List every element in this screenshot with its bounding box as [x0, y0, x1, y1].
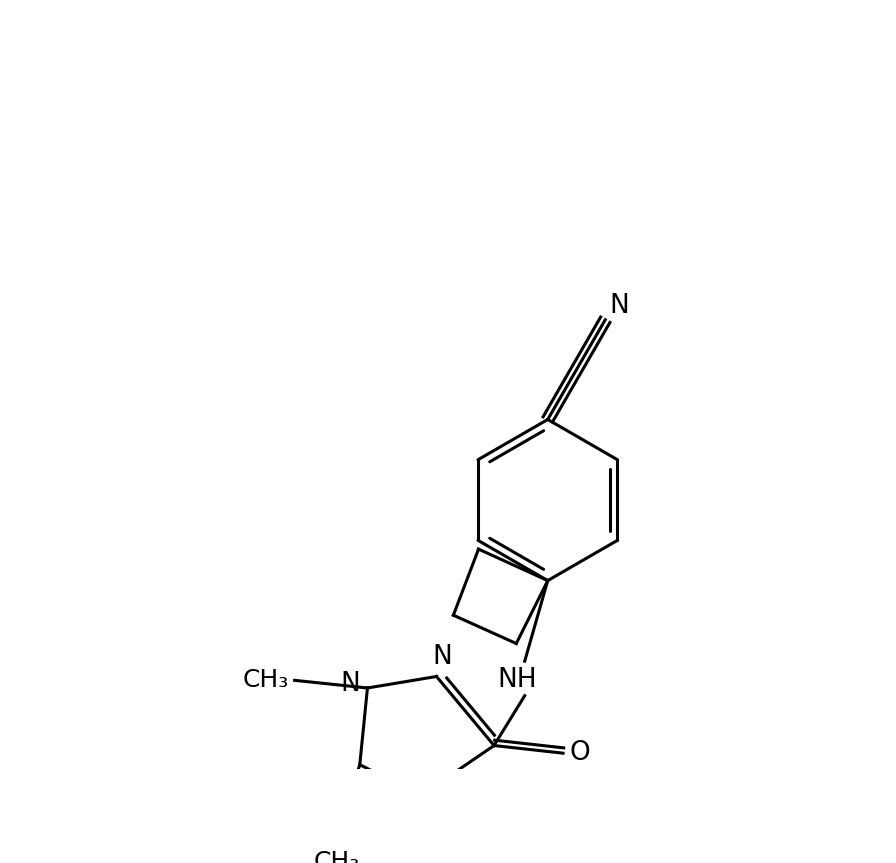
Text: CH₃: CH₃	[314, 850, 360, 863]
Text: O: O	[570, 740, 590, 766]
Text: NH: NH	[497, 667, 537, 693]
Text: CH₃: CH₃	[242, 668, 289, 692]
Text: N: N	[609, 293, 629, 319]
Text: N: N	[432, 645, 452, 671]
Text: N: N	[340, 671, 360, 697]
